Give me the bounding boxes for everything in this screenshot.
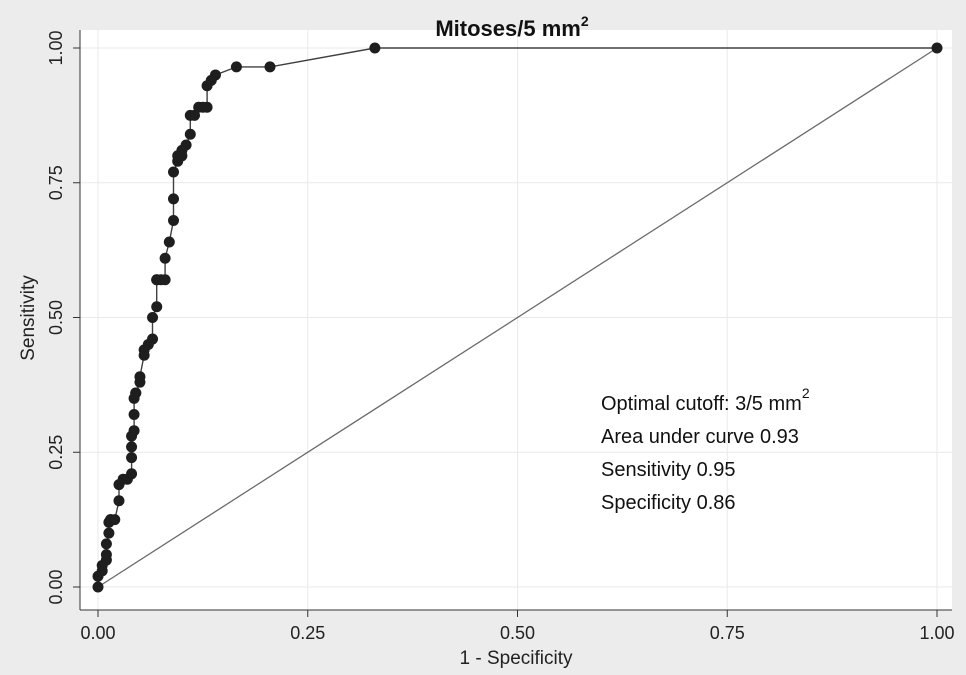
roc-point	[168, 166, 180, 178]
roc-point	[92, 581, 104, 593]
roc-point	[209, 69, 221, 81]
plot-area	[80, 30, 952, 610]
roc-point	[151, 301, 163, 313]
roc-point	[188, 109, 200, 121]
roc-point	[147, 333, 159, 345]
chart-title-text: Mitoses/5 mm	[435, 16, 581, 41]
annotation-cutoff-superscript: 2	[802, 385, 810, 401]
x-tick-label: 0.25	[290, 623, 325, 643]
chart-title-superscript: 2	[581, 13, 589, 29]
roc-point	[113, 495, 125, 507]
roc-point	[126, 452, 138, 464]
y-tick-label: 0.50	[46, 300, 66, 335]
x-tick-label: 1.00	[919, 623, 954, 643]
roc-point	[100, 549, 112, 561]
marker-layer	[92, 42, 943, 593]
annotation-cutoff-text: Optimal cutoff: 3/5 mm	[601, 393, 802, 415]
roc-point	[126, 468, 138, 480]
y-axis-title: Sensitivity	[18, 275, 39, 361]
chart-title: Mitoses/5 mm2	[435, 13, 589, 41]
roc-point	[201, 101, 213, 113]
roc-point	[103, 527, 115, 539]
roc-point	[931, 42, 943, 54]
x-tick-label: 0.75	[710, 623, 745, 643]
roc-point	[230, 61, 242, 73]
roc-point	[134, 371, 146, 383]
roc-point	[159, 274, 171, 286]
y-tick-label: 0.00	[46, 569, 66, 604]
axis-layer	[79, 30, 952, 611]
reference-line	[97, 47, 938, 588]
y-tick-label: 1.00	[46, 30, 66, 65]
annotation-specificity: Specificity 0.86	[601, 492, 736, 514]
y-tick-label: 0.25	[46, 435, 66, 470]
roc-point	[168, 193, 180, 205]
roc-point	[159, 252, 171, 264]
annotation-block: Optimal cutoff: 3/5 mm2 Area under curve…	[601, 385, 810, 514]
roc-point	[180, 139, 192, 151]
y-tick-label: 0.75	[46, 165, 66, 200]
roc-point	[128, 409, 140, 421]
tick-layer: 0.00 0.25 0.50 0.75 1.00 0.00 0.25 0.50 0.75 1.00	[46, 30, 955, 643]
x-tick-label: 0.00	[80, 623, 115, 643]
roc-point	[128, 425, 140, 437]
roc-point	[264, 61, 276, 73]
roc-point	[163, 236, 175, 248]
annotation-sensitivity: Sensitivity 0.95	[601, 459, 736, 481]
x-axis-title: 1 - Specificity	[460, 648, 573, 669]
roc-point	[100, 538, 112, 550]
annotation-auc: Area under curve 0.93	[601, 426, 799, 448]
annotation-cutoff: Optimal cutoff: 3/5 mm2	[601, 385, 810, 415]
roc-point	[130, 387, 142, 399]
x-tick-label: 0.50	[500, 623, 535, 643]
roc-point	[369, 42, 381, 54]
roc-point	[168, 214, 180, 226]
roc-point	[147, 312, 159, 323]
roc-point	[109, 514, 121, 526]
roc-point	[126, 441, 138, 453]
roc-point	[184, 128, 196, 140]
